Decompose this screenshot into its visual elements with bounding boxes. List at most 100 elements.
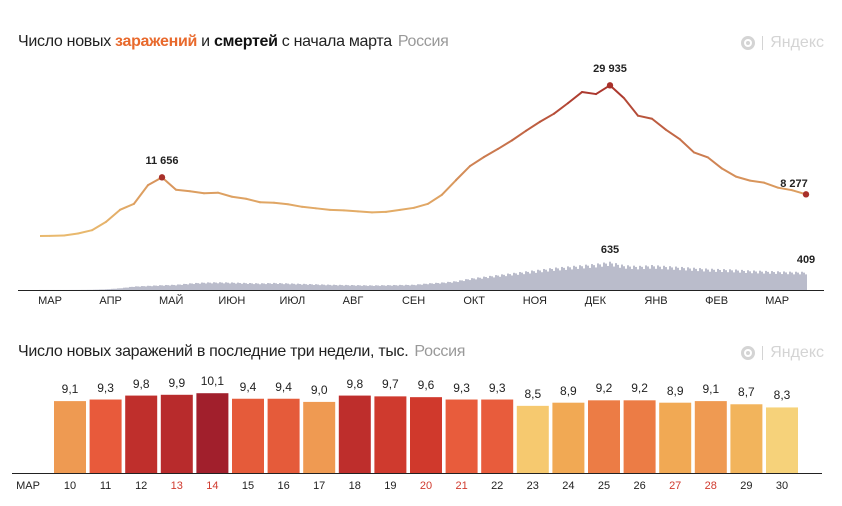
month-tick-label: СЕН xyxy=(401,295,426,307)
yandex-logo[interactable]: Яндекс xyxy=(741,34,824,52)
death-bar xyxy=(301,284,303,290)
death-bar xyxy=(199,283,201,290)
bar-day-22 xyxy=(481,399,514,473)
death-bar xyxy=(513,272,515,290)
death-bar xyxy=(137,286,139,290)
death-bar xyxy=(773,272,775,290)
death-bar xyxy=(767,271,769,290)
death-bar xyxy=(783,271,785,290)
bar-value-label: 8,5 xyxy=(524,386,542,401)
death-bar xyxy=(193,284,195,290)
month-tick-label: ЯНВ xyxy=(644,295,668,307)
death-bar xyxy=(261,283,263,290)
death-bar xyxy=(205,283,207,290)
death-bar xyxy=(449,282,451,290)
death-bar xyxy=(739,272,741,290)
death-bar xyxy=(761,271,763,290)
yandex-logo[interactable]: Яндекс xyxy=(741,344,824,362)
infections-line-segment xyxy=(245,197,261,204)
death-bar xyxy=(315,284,317,290)
infections-line-segment xyxy=(483,147,499,158)
month-tick-label: МАР xyxy=(38,295,62,307)
month-tick-label: АПР xyxy=(99,295,122,307)
death-bar xyxy=(705,268,707,290)
death-bar xyxy=(201,282,203,290)
death-bar xyxy=(321,284,323,290)
bar-day-19 xyxy=(374,396,407,473)
death-bar xyxy=(565,269,567,290)
death-bar xyxy=(347,285,349,290)
infections-line-segment xyxy=(567,91,583,105)
death-bar xyxy=(491,276,493,290)
day-tick-label: 28 xyxy=(704,480,717,492)
death-bar xyxy=(265,284,267,290)
death-bar xyxy=(613,266,615,290)
death-bar xyxy=(629,266,631,290)
bar-day-14 xyxy=(196,393,229,473)
death-bar xyxy=(311,284,313,290)
death-bar xyxy=(361,285,363,290)
death-bar xyxy=(543,268,545,290)
deaths-annotation: 409 xyxy=(796,253,816,266)
infections-line-segment xyxy=(553,102,569,115)
death-bar xyxy=(785,272,787,290)
death-bar xyxy=(409,285,411,290)
infections-line-segment xyxy=(301,205,317,210)
death-bar xyxy=(595,267,597,290)
death-bar xyxy=(113,288,115,290)
day-tick-label: 13 xyxy=(170,480,183,492)
death-bar xyxy=(553,270,555,290)
death-bar xyxy=(307,284,309,290)
death-bar xyxy=(313,284,315,290)
death-bar xyxy=(713,269,715,290)
death-bar xyxy=(759,270,761,290)
death-bar xyxy=(745,272,747,290)
death-bar xyxy=(255,283,257,290)
death-bar xyxy=(159,285,161,290)
death-bar xyxy=(507,273,509,290)
death-bar xyxy=(731,270,733,290)
death-bar xyxy=(459,280,461,290)
death-bar xyxy=(571,269,573,290)
infections-line-segment xyxy=(735,175,751,182)
region-selector[interactable]: Россия xyxy=(397,33,449,50)
death-bar xyxy=(151,286,153,290)
death-bar xyxy=(181,284,183,290)
death-bar xyxy=(483,276,485,290)
death-bar xyxy=(445,283,447,290)
death-bar xyxy=(489,275,491,290)
death-bar xyxy=(391,285,393,290)
month-tick-label: ОКТ xyxy=(463,295,486,307)
death-bar xyxy=(659,266,661,290)
death-bar xyxy=(231,282,233,290)
infections-line-segment xyxy=(91,220,107,232)
death-bar xyxy=(169,285,171,290)
month-tick-label: ДЕК xyxy=(584,295,606,307)
death-bar xyxy=(741,269,743,290)
month-tick-label: ИЮЛ xyxy=(279,295,306,307)
death-bar xyxy=(625,268,627,290)
death-bar xyxy=(547,271,549,290)
death-bar xyxy=(257,283,259,290)
death-bar xyxy=(531,270,533,290)
death-bar xyxy=(751,273,753,290)
death-bar xyxy=(357,285,359,290)
bar-value-label: 9,8 xyxy=(346,376,364,391)
death-bar xyxy=(771,271,773,290)
region-selector[interactable]: Россия xyxy=(414,343,466,360)
infections-line-segment xyxy=(203,191,219,195)
death-bar xyxy=(125,287,127,290)
death-bar xyxy=(297,283,299,290)
death-bar xyxy=(619,267,621,290)
death-bar xyxy=(393,284,395,290)
death-bar xyxy=(697,271,699,290)
bar-day-25 xyxy=(588,400,620,473)
day-tick-label: 12 xyxy=(135,480,148,492)
death-bar xyxy=(415,285,417,290)
death-bar xyxy=(403,285,405,290)
death-bar xyxy=(439,283,441,290)
death-bar xyxy=(601,266,603,290)
death-bar xyxy=(477,277,479,290)
infections-line-segment xyxy=(329,208,345,212)
death-bar xyxy=(529,273,531,290)
